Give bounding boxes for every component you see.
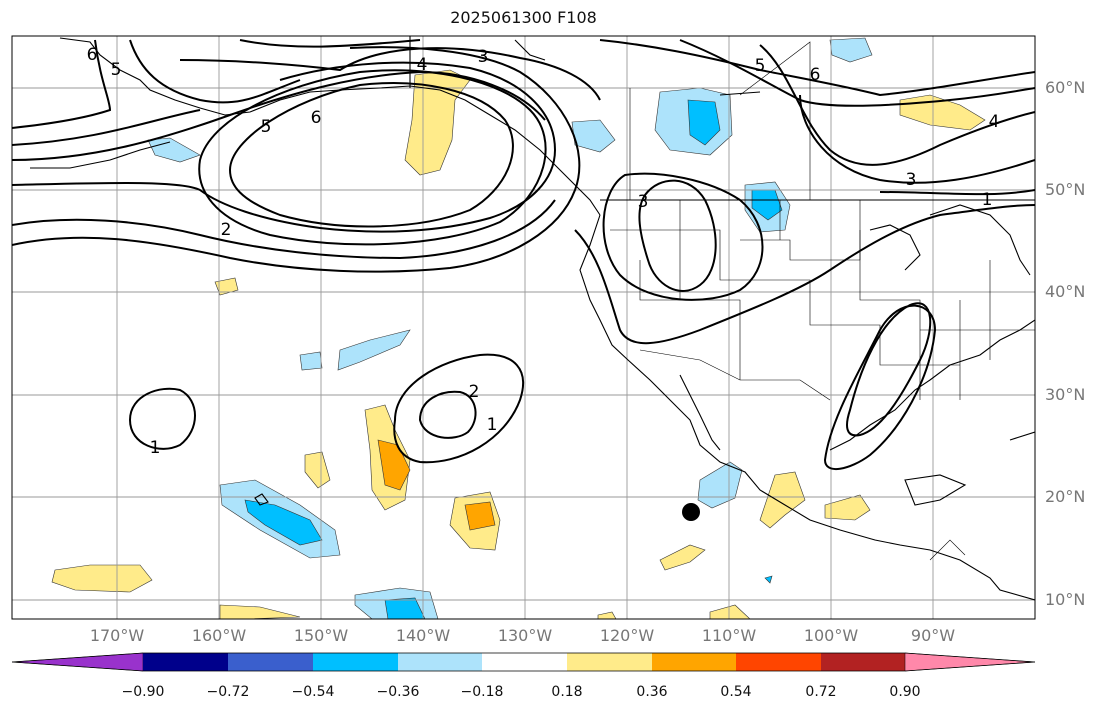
colorbar-tick-label: 0.72: [805, 684, 837, 700]
colorbar-tick-label: −0.72: [206, 684, 250, 700]
colorbar-segment: [482, 653, 567, 671]
lat-label-50n: 50°N: [1045, 180, 1086, 199]
lon-label-120w: 120°W: [599, 626, 655, 645]
colorbar-tick-label: −0.18: [460, 684, 504, 700]
contour-label: 1: [487, 415, 498, 435]
colorbar: [11, 652, 1036, 672]
colorbar-segment: [736, 653, 821, 671]
lat-label-30n: 30°N: [1045, 385, 1086, 404]
colorbar-segment: [567, 653, 652, 671]
contour-label-group: 6 5 4 3 5 6 6 5 4 3 1 2 3 1 2 1: [87, 45, 1000, 458]
colorbar-segment: [398, 653, 482, 671]
colorbar-extend-right: [904, 652, 1036, 672]
lon-label-110w: 110°W: [701, 626, 757, 645]
contour-label: 3: [638, 192, 649, 212]
colorbar-tick-label: 0.36: [636, 684, 668, 700]
lon-label-160w: 160°W: [191, 626, 247, 645]
colorbar-tick-label: 0.90: [889, 684, 921, 700]
colorbar-extend-left: [11, 652, 144, 672]
contour-label: 4: [989, 112, 1000, 132]
colorbar-segment: [821, 653, 905, 671]
lat-label-40n: 40°N: [1045, 282, 1086, 301]
lat-label-20n: 20°N: [1045, 487, 1086, 506]
contour-label: 5: [111, 60, 122, 80]
lon-label-130w: 130°W: [497, 626, 553, 645]
colorbar-outline: [11, 652, 1036, 672]
contour-label: 2: [469, 382, 480, 402]
contour-label: 3: [906, 170, 917, 190]
colorbar-tick-label: 0.54: [720, 684, 752, 700]
lon-label-100w: 100°W: [803, 626, 859, 645]
contour-label: 6: [87, 45, 98, 65]
colorbar-tick-label: −0.54: [291, 684, 335, 700]
contour-label: 3: [478, 47, 489, 67]
contour-label: 6: [311, 108, 322, 128]
colorbar-segment: [652, 653, 736, 671]
colorbar-segment: [313, 653, 398, 671]
lon-label-150w: 150°W: [293, 626, 349, 645]
contour-label: 1: [982, 190, 993, 210]
colorbar-tick-label: −0.90: [121, 684, 165, 700]
colorbar-segment: [143, 653, 228, 671]
colorbar-segment: [228, 653, 313, 671]
lat-label-10n: 10°N: [1045, 590, 1086, 609]
contour-label: 5: [755, 56, 766, 76]
contour-label: 6: [810, 65, 821, 85]
lon-label-170w: 170°W: [89, 626, 145, 645]
map-frame: [11, 35, 1036, 620]
coastlines: [30, 36, 1035, 601]
colorbar-tick-label: −0.36: [376, 684, 420, 700]
map-title: 2025061300 F108: [450, 8, 597, 27]
contour-label: 4: [417, 55, 428, 75]
contour-lines: [12, 39, 1035, 471]
contour-label: 1: [150, 438, 161, 458]
lon-label-140w: 140°W: [395, 626, 451, 645]
contour-label: 2: [221, 220, 232, 240]
lon-label-90w: 90°W: [910, 626, 956, 645]
storm-center-dot: [682, 503, 700, 521]
contour-label: 5: [261, 117, 272, 137]
lat-label-60n: 60°N: [1045, 78, 1086, 97]
anomaly-fills: [51, 37, 986, 619]
colorbar-tick-label: 0.18: [551, 684, 583, 700]
graticule: [12, 36, 1035, 619]
